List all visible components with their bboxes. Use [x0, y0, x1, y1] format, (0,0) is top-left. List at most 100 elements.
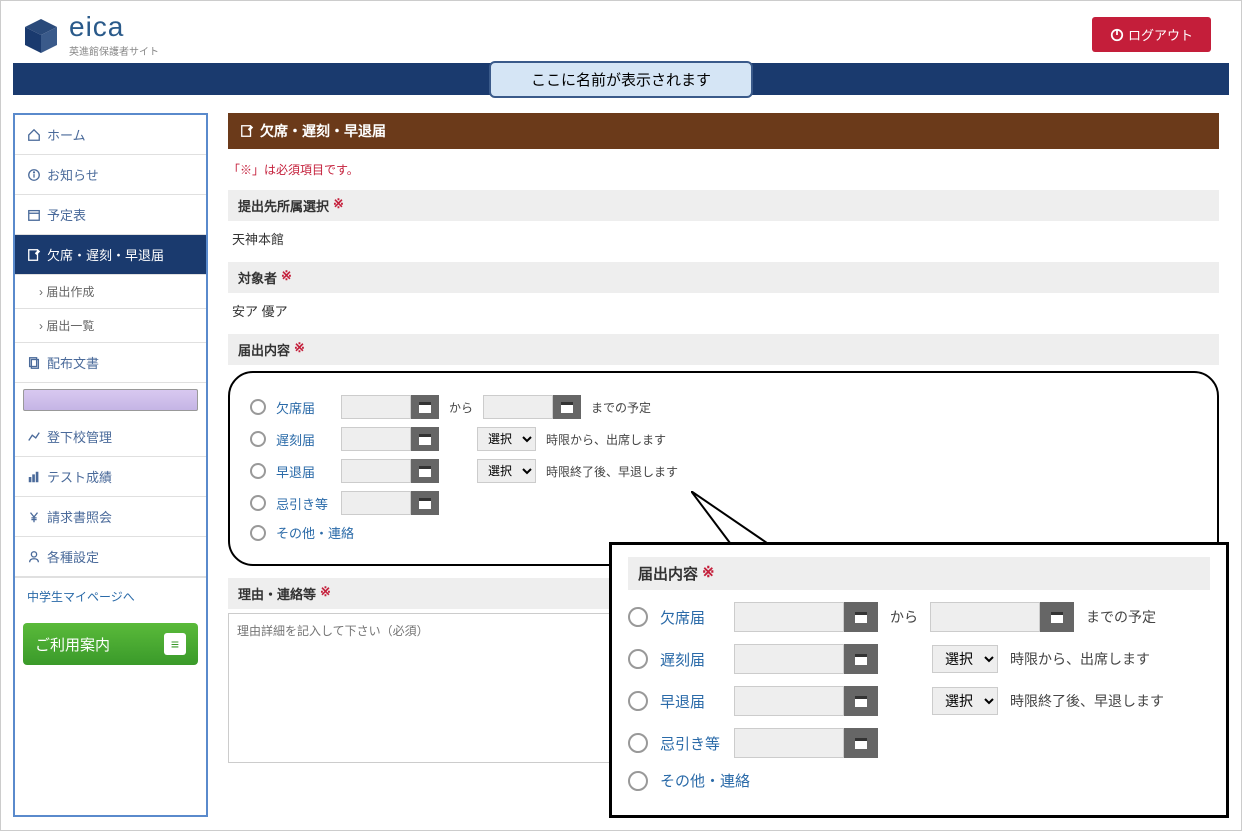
yen-icon [27, 510, 41, 524]
sidebar-item-attendance[interactable]: 登下校管理 [15, 417, 206, 457]
radio-label-other-zoom: その他・連絡 [660, 770, 750, 791]
calendar-button[interactable] [411, 395, 439, 419]
late-date-zoom[interactable] [734, 644, 844, 674]
early-date-zoom[interactable] [734, 686, 844, 716]
bereavement-date[interactable] [341, 491, 411, 515]
sidebar-highlight [23, 389, 198, 411]
absence-date-to-zoom[interactable] [930, 602, 1040, 632]
calendar-button[interactable] [844, 686, 878, 716]
radio-other[interactable] [250, 525, 266, 541]
calendar-button[interactable] [553, 395, 581, 419]
radio-absence[interactable] [250, 399, 266, 415]
sidebar-item-billing[interactable]: 請求書照会 [15, 497, 206, 537]
cube-icon [21, 15, 61, 55]
calendar-icon [854, 652, 868, 666]
calendar-icon [418, 400, 432, 414]
calendar-button[interactable] [844, 602, 878, 632]
sidebar-item-home[interactable]: ホーム [15, 115, 206, 155]
content-label: 届出内容 ※ [228, 334, 1219, 365]
calendar-icon [854, 736, 868, 750]
sidebar-sub-list[interactable]: › 届出一覧 [15, 309, 206, 343]
radio-label-early-zoom: 早退届 [660, 691, 722, 712]
calendar-button[interactable] [844, 728, 878, 758]
calendar-icon [418, 496, 432, 510]
target-value: 安ア 優ア [228, 293, 1219, 334]
calendar-button[interactable] [411, 459, 439, 483]
content-label-zoom: 届出内容 ※ [628, 557, 1210, 590]
calendar-icon [1050, 610, 1064, 624]
logo-text: eica [69, 11, 159, 43]
logout-button[interactable]: ログアウト [1092, 17, 1211, 52]
bereavement-date-zoom[interactable] [734, 728, 844, 758]
calendar-button[interactable] [844, 644, 878, 674]
radio-bereavement[interactable] [250, 495, 266, 511]
radio-bereavement-zoom[interactable] [628, 733, 648, 753]
sidebar-item-schedule[interactable]: 予定表 [15, 195, 206, 235]
absence-date-from[interactable] [341, 395, 411, 419]
name-callout: ここに名前が表示されます [489, 61, 753, 98]
sidebar-item-notice[interactable]: お知らせ [15, 155, 206, 195]
required-mark: ※ [294, 340, 305, 359]
radio-label-early: 早退届 [276, 462, 331, 481]
copy-icon [27, 356, 41, 370]
required-mark: ※ [281, 268, 292, 287]
required-mark: ※ [333, 196, 344, 215]
late-date[interactable] [341, 427, 411, 451]
sidebar-item-settings[interactable]: 各種設定 [15, 537, 206, 577]
absence-date-from-zoom[interactable] [734, 602, 844, 632]
calendar-icon [418, 432, 432, 446]
calendar-icon [854, 694, 868, 708]
required-mark: ※ [320, 584, 331, 603]
radio-label-bereavement-zoom: 忌引き等 [660, 733, 722, 754]
radio-early-zoom[interactable] [628, 691, 648, 711]
calendar-icon [560, 400, 574, 414]
home-icon [27, 128, 41, 142]
sidebar-item-documents[interactable]: 配布文書 [15, 343, 206, 383]
sidebar-mypage-link[interactable]: 中学生マイページへ [15, 577, 206, 615]
calendar-button[interactable] [411, 491, 439, 515]
calendar-icon [854, 610, 868, 624]
calendar-button[interactable] [1040, 602, 1074, 632]
early-period-select[interactable]: 選択 [477, 459, 536, 483]
sidebar-sub-create[interactable]: › 届出作成 [15, 275, 206, 309]
sidebar: ホーム お知らせ 予定表 欠席・遅刻・早退届 › 届出作成 › 届出一覧 配布文… [13, 113, 208, 817]
radio-label-other: その他・連絡 [276, 523, 354, 542]
info-icon [27, 168, 41, 182]
sidebar-item-grades[interactable]: テスト成績 [15, 457, 206, 497]
radio-early[interactable] [250, 463, 266, 479]
late-period-select[interactable]: 選択 [477, 427, 536, 451]
edit-icon [240, 124, 254, 138]
logo: eica 英進館保護者サイト [21, 11, 159, 58]
logo-subtitle: 英進館保護者サイト [69, 43, 159, 58]
required-note: 「※」は必須項目です。 [228, 161, 1219, 178]
radio-other-zoom[interactable] [628, 771, 648, 791]
sidebar-item-absence[interactable]: 欠席・遅刻・早退届 [15, 235, 206, 275]
destination-label: 提出先所属選択 ※ [228, 190, 1219, 221]
power-icon [1110, 28, 1124, 42]
radio-late[interactable] [250, 431, 266, 447]
header-bar: ここに名前が表示されます [13, 63, 1229, 95]
destination-value: 天神本館 [228, 221, 1219, 262]
edit-icon [27, 248, 41, 262]
radio-absence-zoom[interactable] [628, 607, 648, 627]
calendar-icon [418, 464, 432, 478]
user-icon [27, 550, 41, 564]
zoom-inset: 届出内容 ※ 欠席届 から までの予定 遅刻届 選択 時限から、出席します 早退… [609, 542, 1229, 818]
radio-label-late-zoom: 遅刻届 [660, 649, 722, 670]
early-period-select-zoom[interactable]: 選択 [932, 687, 998, 715]
radio-label-absence-zoom: 欠席届 [660, 607, 722, 628]
radio-label-bereavement: 忌引き等 [276, 494, 331, 513]
radio-label-absence: 欠席届 [276, 398, 331, 417]
early-date[interactable] [341, 459, 411, 483]
radio-late-zoom[interactable] [628, 649, 648, 669]
bars-icon [27, 470, 41, 484]
target-label: 対象者 ※ [228, 262, 1219, 293]
radio-label-late: 遅刻届 [276, 430, 331, 449]
calendar-icon [27, 208, 41, 222]
late-period-select-zoom[interactable]: 選択 [932, 645, 998, 673]
guide-icon: ≡ [164, 633, 186, 655]
absence-date-to[interactable] [483, 395, 553, 419]
usage-guide-button[interactable]: ご利用案内 ≡ [23, 623, 198, 665]
required-mark: ※ [702, 563, 715, 584]
calendar-button[interactable] [411, 427, 439, 451]
